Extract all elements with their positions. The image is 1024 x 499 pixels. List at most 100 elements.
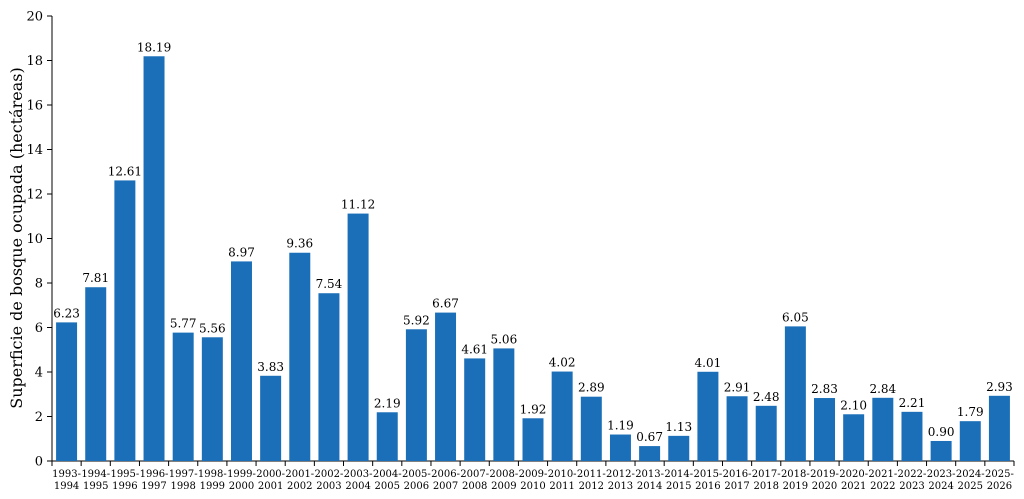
bar — [201, 337, 223, 461]
x-tick-label-start: 2024- — [956, 469, 985, 480]
bar-value-label: 1.92 — [520, 402, 547, 416]
x-tick-label-end: 2026 — [987, 481, 1012, 492]
bar — [930, 440, 952, 461]
y-axis: 0 2 4 6 8 10 12 14 16 18 20 — [26, 10, 53, 470]
bars — [56, 56, 1010, 462]
bar-value-label: 2.21 — [899, 396, 926, 410]
bar-value-label: 4.01 — [695, 356, 722, 370]
x-tick-label-start: 2011- — [577, 469, 606, 480]
bar-value-label: 4.61 — [461, 342, 488, 356]
bar-value-label: 1.13 — [665, 420, 692, 434]
y-tick-label: 20 — [26, 10, 43, 25]
x-tick-label-start: 2014- — [664, 469, 693, 480]
bar — [872, 397, 894, 461]
bar-value-label: 5.56 — [199, 321, 226, 335]
x-tick-label-start: 2010- — [548, 469, 577, 480]
x-tick-label-start: 2021- — [868, 469, 897, 480]
x-tick-label-start: 2017- — [752, 469, 781, 480]
x-tick-label-start: 2002- — [315, 469, 344, 480]
x-tick-label-end: 2011 — [549, 481, 574, 492]
x-tick-label-end: 2025 — [958, 481, 983, 492]
bar — [56, 322, 78, 461]
bar-value-label: 2.19 — [374, 396, 401, 410]
bar — [493, 348, 515, 461]
bar-value-label: 18.19 — [137, 40, 171, 54]
x-tick-label-end: 1995 — [83, 481, 108, 492]
bar-value-label: 5.77 — [170, 317, 197, 331]
bar-value-label: 2.83 — [811, 382, 838, 396]
x-tick-label-end: 2012 — [579, 481, 604, 492]
x-tick-label-end: 1998 — [170, 481, 195, 492]
x-tick-label-end: 2003 — [316, 481, 341, 492]
x-tick-label-start: 1996- — [140, 469, 169, 480]
x-tick-label-end: 2010 — [520, 481, 545, 492]
x-tick-label-end: 2001 — [258, 481, 283, 492]
bar-value-label: 2.91 — [724, 380, 751, 394]
bar — [347, 213, 369, 461]
x-tick-label-start: 1993- — [52, 469, 81, 480]
bar — [814, 398, 836, 461]
x-tick-label-end: 2007 — [433, 481, 458, 492]
x-tick-label-end: 2013 — [608, 481, 633, 492]
bar-value-label: 1.19 — [607, 419, 634, 433]
x-tick-label-start: 2009- — [519, 469, 548, 480]
bar — [114, 180, 136, 462]
x-tick-label-start: 1999- — [227, 469, 256, 480]
x-tick-label-end: 2009 — [491, 481, 516, 492]
y-tick-label: 8 — [35, 277, 43, 292]
bar — [988, 395, 1010, 461]
bar-value-label: 2.89 — [578, 381, 605, 395]
bar — [639, 446, 661, 461]
x-tick-label-start: 2008- — [489, 469, 518, 480]
x-tick-label-end: 2008 — [462, 481, 487, 492]
bar — [668, 435, 690, 461]
bar — [230, 261, 252, 461]
x-tick-label-start: 2023- — [927, 469, 956, 480]
y-tick-label: 6 — [35, 321, 43, 336]
x-tick-label-end: 2005 — [375, 481, 400, 492]
bar — [85, 287, 107, 461]
x-tick-label-start: 2022- — [898, 469, 927, 480]
bar-value-label: 9.36 — [286, 237, 313, 251]
x-tick-label-start: 2019- — [810, 469, 839, 480]
x-tick-label-end: 2020 — [812, 481, 837, 492]
bar — [172, 332, 194, 461]
bar — [318, 293, 340, 461]
bar-value-label: 0.90 — [928, 425, 955, 439]
bar — [260, 375, 282, 461]
bar-value-label: 12.61 — [108, 164, 142, 178]
y-tick-label: 14 — [26, 143, 43, 158]
bar-value-label: 1.79 — [957, 405, 984, 419]
bar-value-label: 7.81 — [82, 271, 109, 285]
x-tick-label-start: 2025- — [985, 469, 1014, 480]
x-tick-label-start: 2016- — [723, 469, 752, 480]
bar — [580, 396, 602, 461]
bar — [726, 396, 748, 461]
x-tick-label-end: 2023 — [899, 481, 924, 492]
bar-value-label: 4.02 — [549, 356, 576, 370]
bar-value-label: 5.92 — [403, 313, 430, 327]
y-tick-label: 4 — [35, 366, 43, 381]
bar-value-label: 5.06 — [490, 332, 517, 346]
y-axis-title: Superficie de bosque ocupada (hectáreas) — [7, 67, 26, 409]
x-tick-label-end: 2021 — [841, 481, 866, 492]
x-tick-label-start: 1997- — [169, 469, 198, 480]
x-tick-label-end: 2022 — [870, 481, 895, 492]
x-axis: 1993-19941994-19951995-19961996-19971997… — [51, 460, 1015, 492]
x-tick-label-start: 2020- — [839, 469, 868, 480]
bar — [289, 252, 311, 461]
bar — [405, 329, 427, 461]
x-tick-label-start: 2007- — [460, 469, 489, 480]
x-tick-label-start: 2018- — [781, 469, 810, 480]
y-tick-label: 2 — [35, 410, 43, 425]
bar-value-label: 2.10 — [840, 398, 867, 412]
x-tick-label-end: 2024 — [928, 481, 953, 492]
bar-value-label: 3.83 — [257, 360, 284, 374]
x-tick-label-end: 2002 — [287, 481, 312, 492]
y-tick-label: 12 — [26, 188, 43, 203]
bar-value-label: 2.48 — [753, 390, 780, 404]
bar — [901, 411, 923, 461]
x-tick-label-start: 2000- — [256, 469, 285, 480]
bar — [376, 412, 398, 461]
